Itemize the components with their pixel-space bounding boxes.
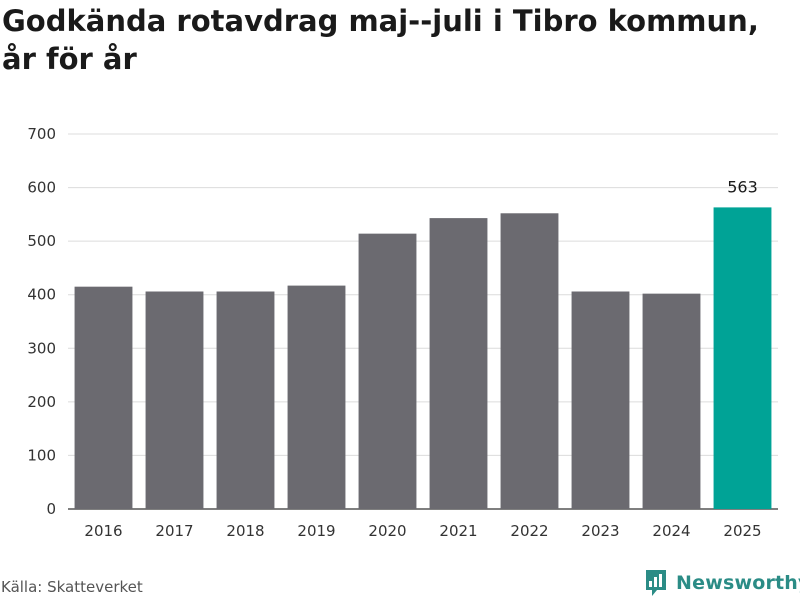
- y-tick-label: 400: [27, 286, 56, 304]
- bar-2022: [500, 213, 559, 510]
- y-tick-label: 0: [46, 500, 56, 518]
- brand[interactable]: Newsworthy: [644, 568, 800, 598]
- y-tick-label: 300: [27, 339, 56, 357]
- x-tick-label: 2022: [510, 522, 548, 540]
- y-tick-label: 600: [27, 179, 56, 197]
- bar-2017: [145, 291, 204, 509]
- y-tick-label: 700: [27, 125, 56, 143]
- x-tick-label: 2016: [84, 522, 122, 540]
- value-labels: 563: [727, 177, 758, 196]
- y-tick-label: 100: [27, 446, 56, 464]
- x-tick-label: 2024: [652, 522, 690, 540]
- bar-2018: [216, 291, 275, 509]
- bar-2025: [713, 207, 772, 509]
- x-tick-label: 2025: [723, 522, 761, 540]
- y-tick-label: 200: [27, 393, 56, 411]
- bar-2019: [287, 285, 346, 509]
- x-tick-label: 2020: [368, 522, 406, 540]
- x-tick-label: 2021: [439, 522, 477, 540]
- bar-2016: [74, 286, 133, 509]
- bar-2024: [642, 293, 701, 509]
- x-tick-label: 2023: [581, 522, 619, 540]
- bar-2021: [429, 218, 488, 509]
- newsworthy-logo-icon: [646, 570, 666, 596]
- bar-2023: [571, 291, 630, 509]
- chart-title: Godkända rotavdrag maj--juli i Tibro kom…: [2, 4, 759, 76]
- source-note: Källa: Skatteverket: [1, 578, 143, 596]
- x-tick-label: 2017: [155, 522, 193, 540]
- data-label: 563: [727, 177, 758, 196]
- brand-name: Newsworthy: [676, 572, 800, 594]
- y-tick-label: 500: [27, 232, 56, 250]
- x-axis: 2016 2017 2018 2019 2020 2021 2022 2023 2024 2025: [84, 522, 761, 540]
- x-tick-label: 2018: [226, 522, 264, 540]
- bars: [74, 207, 772, 510]
- bar-2020: [358, 233, 417, 509]
- x-tick-label: 2019: [297, 522, 335, 540]
- y-axis: 0 100 200 300 400 500 600 700: [27, 125, 56, 518]
